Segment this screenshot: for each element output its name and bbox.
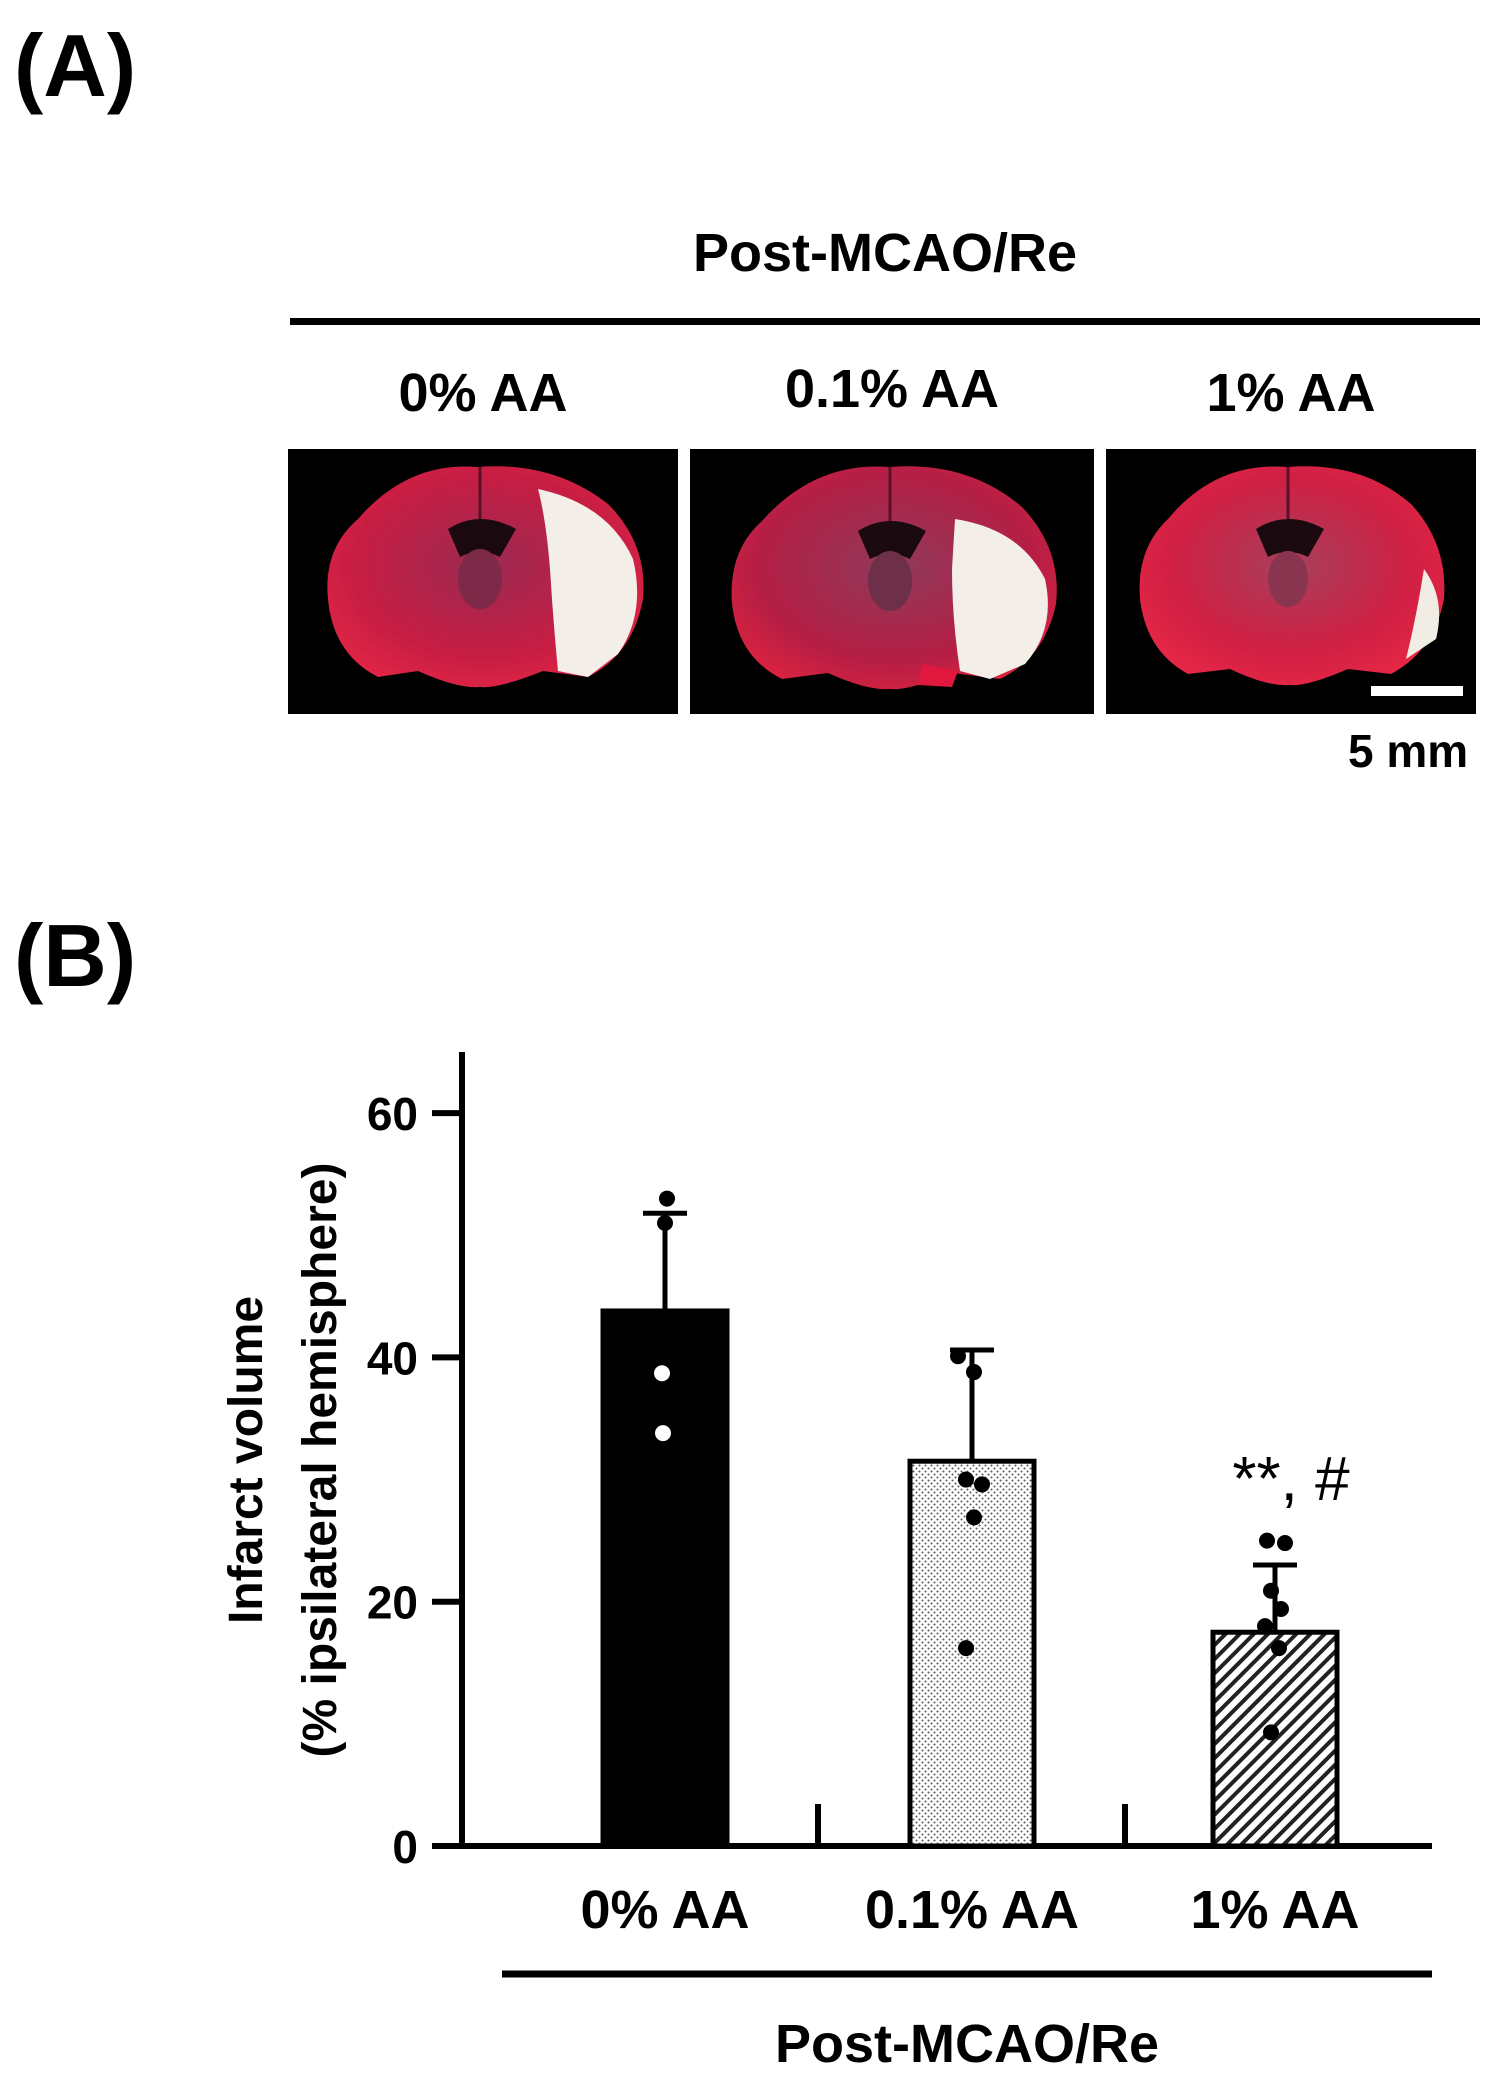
brain-slice-1-image bbox=[690, 449, 1094, 714]
group-label-0: 0% AA bbox=[398, 363, 568, 423]
x-tick-label-0: 0% AA bbox=[580, 1880, 749, 1940]
data-point-2-4 bbox=[1257, 1618, 1273, 1635]
brain-slice-0-image bbox=[288, 449, 678, 714]
x-tick-label-1: 0.1% AA bbox=[865, 1880, 1079, 1940]
bar-0 bbox=[600, 1308, 730, 1849]
data-point-0-1 bbox=[657, 1215, 673, 1232]
y-tick-label-1: 20 bbox=[367, 1577, 418, 1629]
data-point-0-0 bbox=[659, 1190, 675, 1207]
y-axis-label-line2: (% ipsilateral hemisphere) bbox=[294, 1163, 347, 1758]
panel-a-header-rule bbox=[290, 318, 1480, 325]
significance-annotation-2: **, # bbox=[1232, 1445, 1350, 1514]
y-tick-label-2: 40 bbox=[367, 1332, 418, 1384]
y-tick-label-3: 60 bbox=[367, 1088, 418, 1140]
data-point-1-2 bbox=[958, 1471, 974, 1488]
y-axis-label-line1: Infarct volume bbox=[220, 1296, 273, 1624]
scale-bar bbox=[1371, 686, 1463, 696]
data-point-2-3 bbox=[1273, 1601, 1289, 1618]
y-tick-label-0: 0 bbox=[392, 1821, 418, 1873]
data-point-1-0 bbox=[950, 1348, 966, 1365]
data-point-1-3 bbox=[974, 1476, 990, 1493]
data-point-2-1 bbox=[1277, 1535, 1293, 1552]
brain-slice-2-image bbox=[1106, 449, 1476, 714]
data-point-1-5 bbox=[958, 1640, 974, 1657]
data-point-0-3 bbox=[655, 1425, 671, 1442]
panel-b-label: (B) bbox=[14, 906, 137, 1005]
data-point-1-1 bbox=[966, 1364, 982, 1381]
group-label-1: 0.1% AA bbox=[784, 359, 1000, 419]
bar-1 bbox=[907, 1458, 1037, 1849]
data-point-2-0 bbox=[1259, 1532, 1275, 1549]
group-label-2: 1% AA bbox=[1206, 363, 1376, 423]
bar-chart: 0 20 40 60 Infarct volume (% ipsilateral hemi… bbox=[220, 1052, 1432, 2074]
scale-bar-label: 5 mm bbox=[1348, 725, 1469, 777]
data-point-2-6 bbox=[1263, 1724, 1279, 1741]
data-point-0-2 bbox=[654, 1365, 670, 1382]
data-point-2-2 bbox=[1263, 1582, 1279, 1599]
data-point-2-5 bbox=[1271, 1640, 1287, 1657]
x-tick-label-2: 1% AA bbox=[1190, 1880, 1359, 1940]
data-point-1-4 bbox=[966, 1509, 982, 1526]
x-group-label: Post-MCAO/Re bbox=[775, 2014, 1159, 2074]
panel-a-header: Post-MCAO/Re bbox=[692, 223, 1077, 283]
panel-a-label: (A) bbox=[14, 16, 137, 115]
